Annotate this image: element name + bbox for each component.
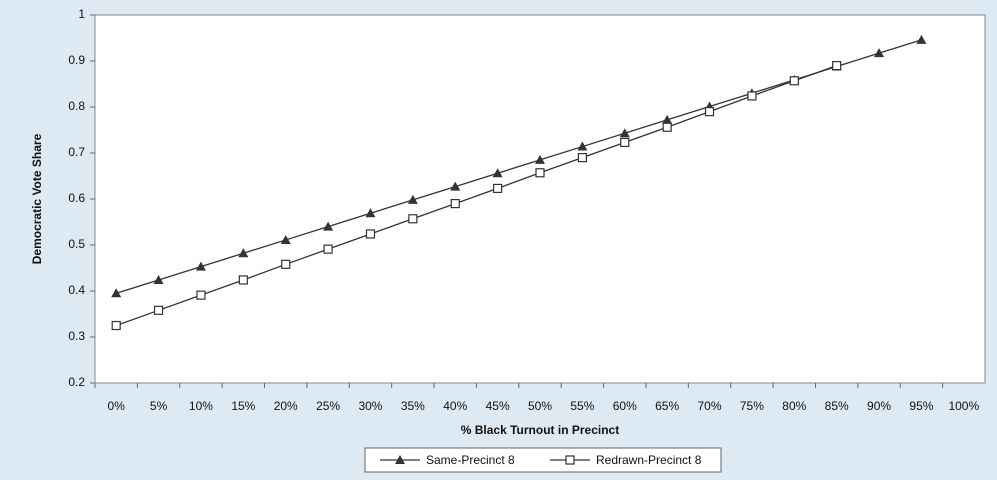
legend-label: Redrawn-Precinct 8 — [596, 453, 702, 467]
y-tick-label: 0.9 — [68, 53, 85, 67]
x-tick-label: 90% — [867, 399, 891, 413]
point — [238, 248, 249, 258]
x-tick-label: 25% — [316, 399, 340, 413]
legend-marker — [565, 455, 575, 465]
point — [704, 106, 715, 117]
x-tick-label: 40% — [443, 399, 467, 413]
point — [281, 259, 291, 269]
point — [832, 60, 842, 71]
legend — [364, 447, 722, 473]
point — [874, 48, 885, 58]
point — [747, 91, 757, 101]
series-line — [115, 39, 922, 294]
x-axis-title: % Black Turnout in Precinct — [461, 423, 619, 437]
y-tick-label: 0.2 — [68, 375, 85, 389]
point — [620, 137, 630, 148]
x-tick-label: 0% — [108, 399, 126, 413]
point — [153, 305, 164, 315]
y-tick-label: 0.4 — [68, 283, 85, 297]
point — [789, 76, 799, 86]
point — [492, 168, 503, 178]
y-tick-label: 0.8 — [68, 99, 85, 113]
x-tick-label: 10% — [189, 399, 213, 413]
x-tick-label: 30% — [358, 399, 382, 413]
x-tick-label: 70% — [698, 399, 722, 413]
point — [111, 320, 121, 331]
x-tick-label: 100% — [948, 399, 979, 413]
x-tick-label: 55% — [570, 399, 594, 413]
x-tick-label: 15% — [231, 399, 255, 413]
y-tick-label: 1 — [78, 7, 85, 21]
point — [153, 274, 164, 284]
point — [365, 229, 376, 239]
point — [238, 275, 248, 285]
x-tick-label: 5% — [150, 399, 168, 413]
point — [408, 214, 418, 224]
point — [365, 208, 376, 218]
y-axis-title: Democratic Vote Share — [30, 133, 44, 264]
x-tick-label: 20% — [274, 399, 298, 413]
point — [407, 194, 418, 204]
point — [195, 261, 206, 271]
x-tick-label: 85% — [825, 399, 849, 413]
point — [493, 183, 503, 194]
point — [577, 153, 587, 163]
point — [662, 114, 673, 124]
y-tick-label: 0.3 — [68, 329, 85, 343]
point — [323, 221, 334, 231]
point — [662, 122, 672, 132]
y-tick-label: 0.6 — [68, 191, 85, 205]
point — [450, 199, 460, 209]
x-tick-label: 75% — [740, 399, 764, 413]
x-tick-label: 50% — [528, 399, 552, 413]
legend-marker — [395, 455, 405, 464]
x-tick-label: 95% — [909, 399, 933, 413]
point — [619, 128, 630, 138]
point — [577, 141, 588, 151]
y-tick-label: 0.7 — [68, 145, 85, 159]
plot-area — [94, 14, 986, 384]
point — [111, 288, 122, 298]
point — [535, 168, 545, 178]
series-line — [115, 64, 837, 327]
x-tick-label: 65% — [655, 399, 679, 413]
x-tick-label: 45% — [486, 399, 510, 413]
x-tick-label: 80% — [782, 399, 806, 413]
point — [916, 34, 927, 44]
x-tick-label: 35% — [401, 399, 425, 413]
y-tick-label: 0.5 — [68, 237, 85, 251]
point — [450, 181, 461, 191]
legend-label: Same-Precinct 8 — [426, 453, 515, 467]
point — [535, 154, 545, 164]
x-tick-label: 60% — [613, 399, 637, 413]
point — [323, 244, 333, 254]
point — [280, 234, 291, 244]
point — [196, 290, 206, 300]
